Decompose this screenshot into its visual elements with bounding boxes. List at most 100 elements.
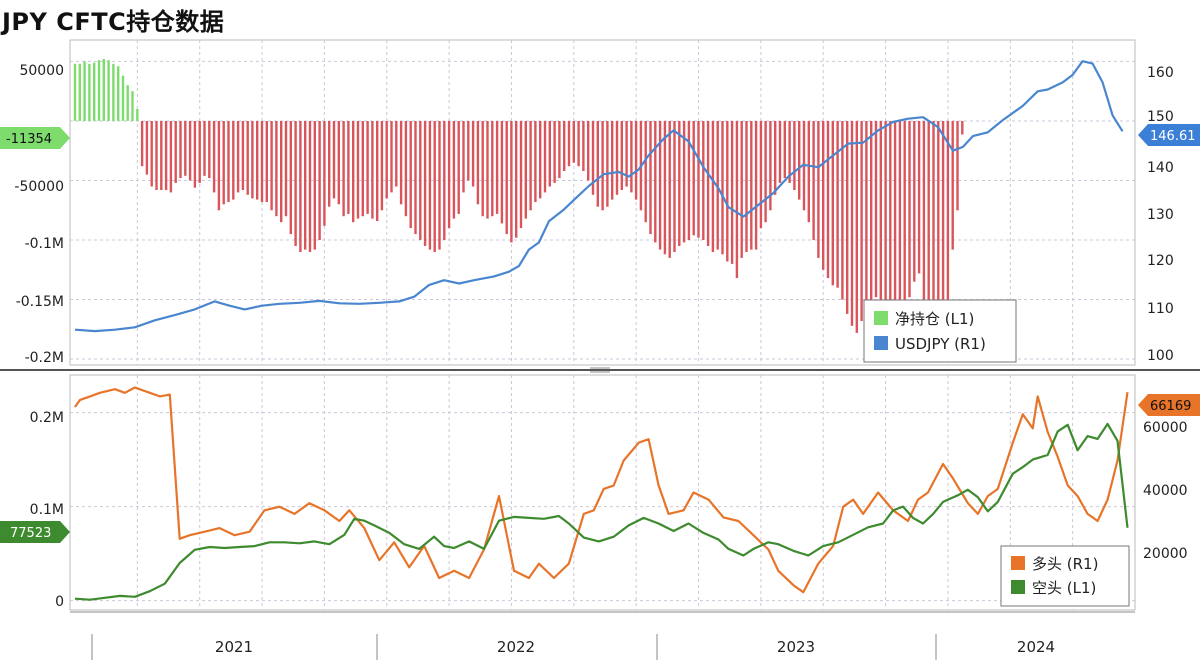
top-right-tick: 140 xyxy=(1147,160,1174,176)
net-position-bar xyxy=(764,121,767,223)
net-position-bar xyxy=(313,121,316,250)
bottom-left-tick: 0.2M xyxy=(30,410,64,426)
net-position-bar xyxy=(591,121,595,195)
net-position-bar xyxy=(754,121,758,250)
net-position-bar xyxy=(332,121,336,199)
long-tag-label: 66169 xyxy=(1150,399,1191,414)
net-position-bar xyxy=(606,121,609,207)
net-position-bar xyxy=(611,121,614,200)
net-position-bar xyxy=(524,121,527,219)
top-right-tick: 120 xyxy=(1147,253,1174,269)
net-position-bar xyxy=(150,121,153,187)
top-left-tick: -50000 xyxy=(14,179,64,195)
net-position-bar xyxy=(678,121,681,246)
net-position-bar xyxy=(328,121,331,207)
net-position-bar xyxy=(908,121,911,298)
net-position-bar xyxy=(716,121,719,250)
net-position-bar xyxy=(946,121,950,302)
legend-swatch-net xyxy=(874,311,888,325)
net-position-bar xyxy=(462,121,465,193)
chart-title: JPY CFTC持仓数据 xyxy=(2,8,225,36)
net-position-value-tag xyxy=(0,127,70,149)
short-value-tag xyxy=(0,521,70,543)
net-position-bar xyxy=(83,61,86,121)
net-position-bar xyxy=(222,121,225,205)
x-tick-year: 2023 xyxy=(777,638,815,656)
net-position-bar xyxy=(438,121,441,250)
net-position-bar xyxy=(121,75,125,121)
top-left-tick: -0.15M xyxy=(16,294,64,310)
net-position-bar xyxy=(615,121,619,195)
net-position-bar xyxy=(601,121,604,211)
net-position-bar xyxy=(352,121,355,223)
net-position-bar xyxy=(265,121,268,202)
net-position-bar xyxy=(404,121,408,217)
net-position-bar xyxy=(164,121,168,190)
net-position-bar xyxy=(117,66,120,121)
net-position-bar xyxy=(236,121,240,193)
net-position-bar xyxy=(270,121,273,211)
net-position-bar xyxy=(467,121,470,181)
net-position-bar xyxy=(217,121,221,211)
net-position-bar xyxy=(663,121,667,255)
net-position-bar xyxy=(160,121,163,190)
top-legend xyxy=(863,299,1017,363)
top-left-tick: -0.2M xyxy=(25,350,64,366)
net-position-bar xyxy=(654,121,657,243)
net-position-bar xyxy=(831,121,834,286)
net-position-bar xyxy=(390,121,393,193)
net-position-bar xyxy=(745,121,748,252)
legend-label-short: 空头 (L1) xyxy=(1032,579,1096,597)
long-position-line xyxy=(74,386,1129,594)
net-position-bar xyxy=(78,63,81,121)
net-position-bar xyxy=(534,121,537,202)
net-position-bar xyxy=(299,121,302,252)
net-position-bar xyxy=(529,121,532,211)
net-position-bar xyxy=(208,121,211,179)
net-position-bar xyxy=(917,121,921,274)
net-position-bar xyxy=(486,121,489,219)
legend-label-long: 多头 (R1) xyxy=(1032,555,1098,573)
net-position-bar xyxy=(922,121,926,300)
net-position-bar xyxy=(510,121,513,243)
net-position-bar xyxy=(726,121,729,262)
net-position-bar xyxy=(735,121,739,279)
net-position-bar xyxy=(184,121,187,176)
net-position-bar xyxy=(951,121,954,250)
net-position-bar xyxy=(447,121,451,229)
bottom-right-tick: 60000 xyxy=(1143,420,1188,436)
long-value-tag xyxy=(1138,394,1200,416)
net-position-bar xyxy=(409,121,412,229)
net-position-bar xyxy=(798,121,801,200)
net-position-bar xyxy=(88,63,91,121)
net-position-bar xyxy=(658,121,662,250)
usdjpy-value-tag xyxy=(1138,124,1200,146)
net-position-bar xyxy=(145,121,149,175)
net-position-bar xyxy=(414,121,417,235)
bottom-right-tick: 20000 xyxy=(1143,546,1188,562)
net-position-bar xyxy=(169,121,173,193)
net-position-bar xyxy=(126,85,129,121)
net-position-bar xyxy=(174,121,177,183)
net-position-bar xyxy=(582,121,585,171)
net-position-bar xyxy=(73,63,77,121)
net-position-bar xyxy=(241,121,245,190)
net-position-bar xyxy=(913,121,916,282)
net-position-bar xyxy=(495,121,499,214)
net-position-bar xyxy=(644,121,647,223)
net-position-bar xyxy=(879,121,882,310)
net-position-bar xyxy=(822,121,825,270)
net-position-bar xyxy=(275,121,278,217)
usdjpy-tag-label: 146.61 xyxy=(1150,129,1196,144)
short-tag-label: 77523 xyxy=(10,526,51,541)
net-position-bar xyxy=(553,121,556,183)
net-position-bar xyxy=(836,121,839,288)
net-position-bar xyxy=(893,121,897,330)
bottom-left-tick: 0 xyxy=(55,594,64,610)
net-position-bar xyxy=(860,121,863,321)
net-position-bar xyxy=(692,121,695,236)
net-position-bar xyxy=(505,121,508,235)
net-position-bar xyxy=(443,121,446,240)
net-position-bar xyxy=(774,121,777,195)
